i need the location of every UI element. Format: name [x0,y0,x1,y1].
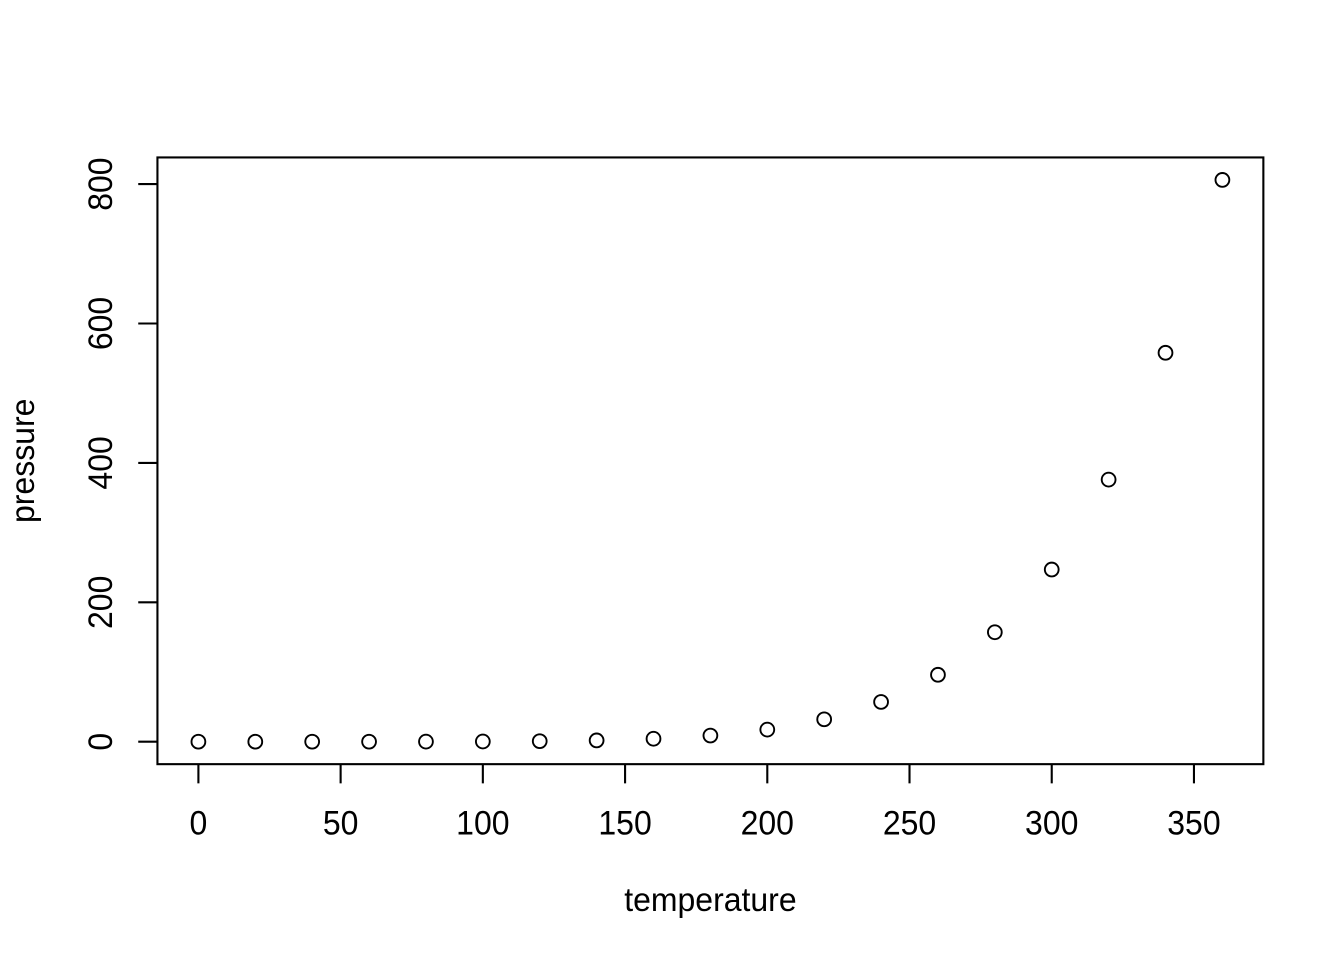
svg-text:300: 300 [1025,804,1078,842]
svg-text:0: 0 [82,733,120,751]
svg-text:400: 400 [82,436,120,489]
svg-text:100: 100 [456,804,509,842]
svg-text:250: 250 [883,804,936,842]
svg-text:150: 150 [598,804,651,842]
svg-text:pressure: pressure [3,399,41,523]
svg-text:0: 0 [189,804,207,842]
svg-text:200: 200 [82,576,120,629]
svg-text:600: 600 [82,297,120,350]
svg-text:350: 350 [1167,804,1220,842]
svg-text:200: 200 [741,804,794,842]
svg-text:temperature: temperature [624,880,796,918]
svg-text:50: 50 [323,804,359,842]
svg-text:800: 800 [82,157,120,210]
